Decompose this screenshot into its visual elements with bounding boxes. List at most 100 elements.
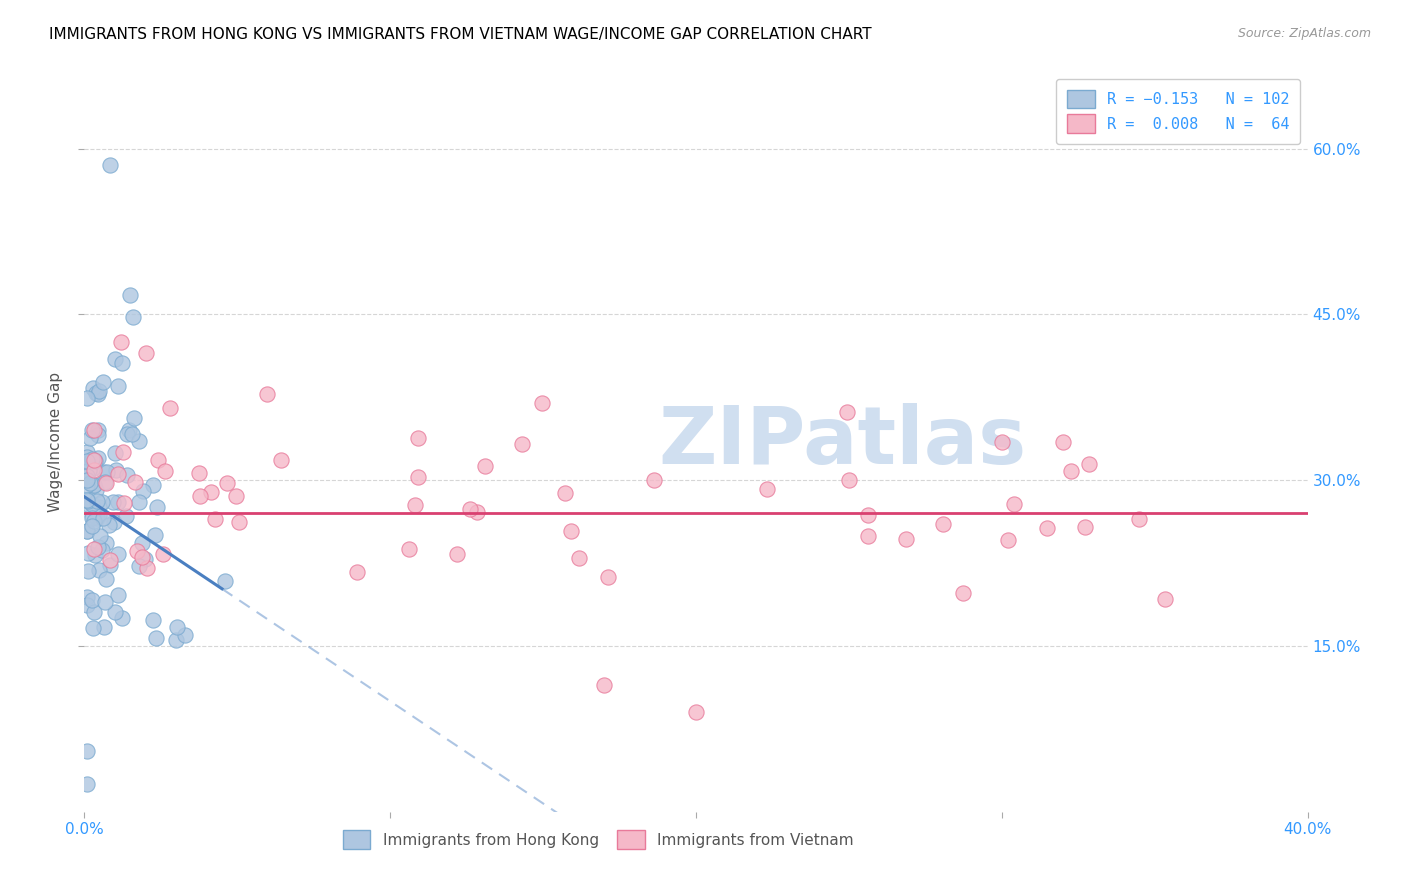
Point <box>188 489 211 503</box>
Point <box>83 453 105 467</box>
Point <box>77 494 100 508</box>
Point <box>166 620 188 634</box>
Point <box>80 452 103 467</box>
Point <box>80 477 103 491</box>
Point <box>94 475 117 490</box>
Point <box>131 535 153 549</box>
Text: Source: ZipAtlas.com: Source: ZipAtlas.com <box>1237 27 1371 40</box>
Point <box>596 570 619 584</box>
Point <box>91 494 114 508</box>
Point <box>104 446 127 460</box>
Point <box>82 497 104 511</box>
Point <box>86 511 108 525</box>
Point <box>115 509 138 524</box>
Point <box>856 508 879 522</box>
Point <box>146 500 169 515</box>
Point <box>83 478 105 492</box>
Point <box>143 528 166 542</box>
Point <box>131 549 153 564</box>
Text: ZIPatlas: ZIPatlas <box>658 402 1026 481</box>
Point <box>952 586 974 600</box>
Point <box>142 613 165 627</box>
Point <box>89 384 111 398</box>
Point <box>104 351 127 366</box>
Point <box>145 631 167 645</box>
Point <box>858 529 880 543</box>
Point <box>83 514 105 528</box>
Point <box>77 546 100 560</box>
Point <box>256 386 278 401</box>
Point <box>101 495 124 509</box>
Point <box>76 391 98 405</box>
Point <box>643 473 665 487</box>
Point <box>76 524 98 538</box>
Point <box>165 633 187 648</box>
Point <box>98 518 121 533</box>
Point <box>76 590 98 604</box>
Point <box>96 465 118 479</box>
Point <box>1074 520 1097 534</box>
Point <box>87 428 110 442</box>
Point <box>346 565 368 579</box>
Point <box>115 426 138 441</box>
Point <box>122 411 145 425</box>
Point <box>217 476 239 491</box>
Point <box>80 519 103 533</box>
Point <box>146 453 169 467</box>
Point <box>406 470 429 484</box>
Point <box>404 498 426 512</box>
Point <box>112 496 135 510</box>
Point <box>94 572 117 586</box>
Point <box>98 558 121 573</box>
Point <box>122 310 145 324</box>
Point <box>111 610 134 624</box>
Point <box>82 621 104 635</box>
Point <box>76 524 98 538</box>
Point <box>83 423 105 437</box>
Point <box>107 547 129 561</box>
Point <box>103 515 125 529</box>
Point <box>82 592 104 607</box>
Point <box>560 524 582 538</box>
Point <box>83 463 105 477</box>
Point <box>132 484 155 499</box>
Point <box>87 500 110 515</box>
Point <box>76 474 98 488</box>
Point <box>111 445 134 459</box>
Point <box>997 533 1019 548</box>
Point <box>756 483 779 497</box>
Point <box>107 588 129 602</box>
Point <box>1077 457 1099 471</box>
Point <box>135 346 157 360</box>
Point <box>406 431 429 445</box>
Point <box>465 505 488 519</box>
Point <box>474 459 496 474</box>
Point <box>93 465 115 479</box>
Point <box>77 463 100 477</box>
Point <box>118 423 141 437</box>
Point <box>1060 464 1083 478</box>
Point <box>82 423 104 437</box>
Point <box>153 464 176 478</box>
Point <box>152 547 174 561</box>
Point <box>76 445 98 459</box>
Point <box>93 620 115 634</box>
Point <box>446 547 468 561</box>
Point <box>894 532 917 546</box>
Point <box>89 529 111 543</box>
Legend: Immigrants from Hong Kong, Immigrants from Vietnam: Immigrants from Hong Kong, Immigrants fr… <box>332 820 865 860</box>
Point <box>174 628 197 642</box>
Point <box>87 451 110 466</box>
Point <box>1002 497 1025 511</box>
Point <box>94 595 117 609</box>
Point <box>128 434 150 449</box>
Point <box>159 401 181 416</box>
Point <box>76 473 98 487</box>
Point <box>84 548 107 562</box>
Point <box>107 379 129 393</box>
Point <box>685 706 707 720</box>
Point <box>79 431 101 445</box>
Point <box>530 396 553 410</box>
Point <box>1036 521 1059 535</box>
Point <box>76 492 98 507</box>
